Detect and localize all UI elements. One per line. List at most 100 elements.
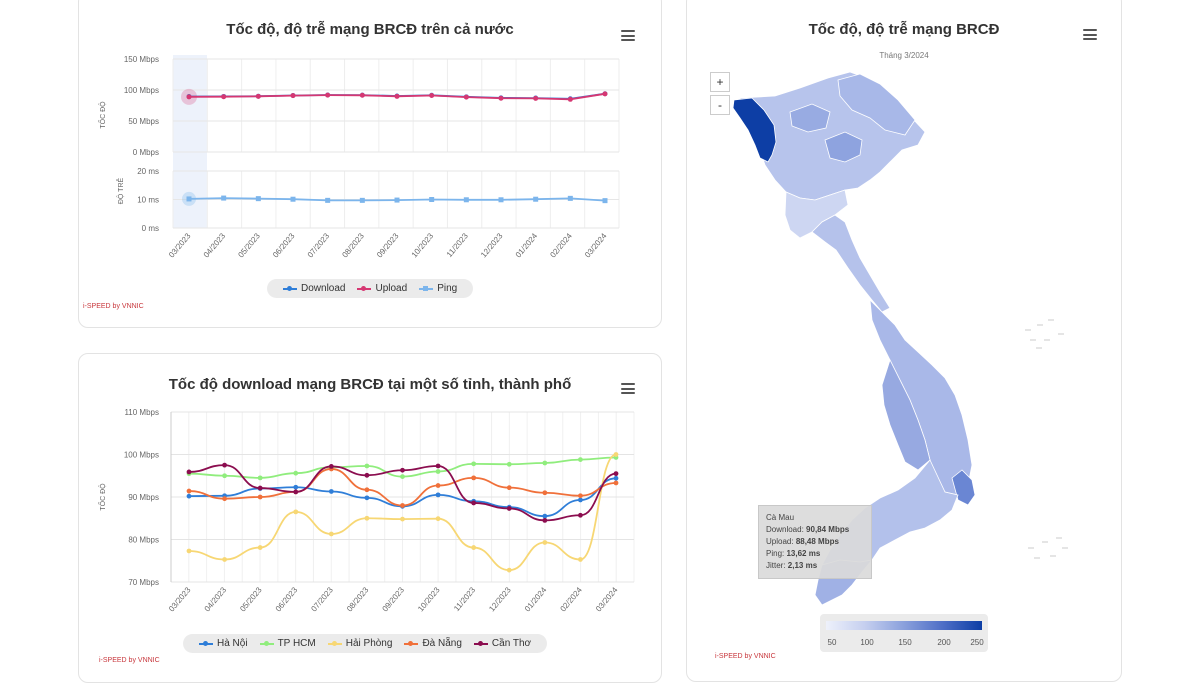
- legend-download[interactable]: Download: [283, 283, 345, 294]
- x-tick-label: 03/2023: [167, 585, 193, 613]
- legend-label: Upload: [375, 283, 408, 294]
- data-point: [463, 197, 469, 203]
- data-point: [578, 512, 583, 518]
- x-tick-label: 08/2023: [340, 231, 366, 259]
- x-tick-label: 03/2023: [167, 231, 193, 259]
- data-point: [567, 96, 573, 102]
- data-point: [186, 493, 192, 499]
- zoom-in-button[interactable]: +: [710, 72, 730, 92]
- data-point: [221, 195, 227, 201]
- data-point: [255, 196, 261, 202]
- series-marker-icon: [199, 640, 213, 648]
- data-point: [400, 503, 405, 508]
- colorbar-tick: 50: [827, 638, 837, 647]
- data-point: [400, 516, 405, 522]
- data-point: [498, 95, 504, 101]
- data-point: [578, 557, 583, 562]
- credit-text: i-SPEED by VNNIC: [715, 653, 776, 660]
- data-point: [359, 92, 365, 98]
- data-point: [435, 492, 441, 498]
- data-point: [429, 197, 435, 202]
- national-chart-card: Tốc độ, độ trễ mạng BRCĐ trên cả nước 15…: [78, 0, 662, 328]
- series-marker-icon: [473, 640, 488, 648]
- y-tick-label: 70 Mbps: [128, 578, 159, 587]
- menu-icon[interactable]: [621, 383, 635, 394]
- x-tick-label: 05/2023: [238, 585, 264, 613]
- y-axis-title: ĐỘ TRỄ: [116, 178, 125, 205]
- legend-ping[interactable]: Ping: [419, 283, 457, 294]
- data-point: [435, 516, 441, 522]
- x-tick-label: 09/2023: [381, 585, 407, 613]
- data-point: [186, 469, 192, 475]
- map-title: Tốc độ, độ trễ mạng BRCĐ: [808, 21, 1000, 38]
- data-point: [394, 197, 400, 203]
- data-point: [542, 540, 548, 545]
- colorbar-tick: 250: [970, 638, 984, 647]
- data-point: [186, 488, 192, 494]
- x-tick-label: 03/2024: [594, 585, 620, 613]
- data-point: [222, 462, 227, 468]
- y-tick-label: 0 ms: [142, 224, 159, 233]
- provinces-chart-title: Tốc độ download mạng BRCĐ tại một số tỉn…: [168, 376, 572, 393]
- tooltip-region-name: Cà Mau: [766, 513, 795, 522]
- data-point: [325, 92, 331, 98]
- data-point: [328, 531, 334, 537]
- x-tick-label: 12/2023: [487, 585, 513, 613]
- national-chart: 150 Mbps 100 Mbps 50 Mbps 0 Mbps 20 ms 10 ms 0…: [97, 55, 620, 259]
- y-tick-label: 50 Mbps: [128, 117, 159, 126]
- legend-upload[interactable]: Upload: [357, 283, 407, 294]
- x-tick-label: 10/2023: [410, 231, 436, 259]
- data-point: [364, 463, 370, 469]
- y-tick-label: 150 Mbps: [124, 55, 159, 64]
- data-point: [328, 489, 334, 494]
- data-point: [578, 493, 583, 499]
- data-point: [359, 197, 365, 203]
- colorbar-tick: 200: [937, 638, 951, 647]
- legend-label: Ping: [437, 283, 458, 294]
- legend-ha-noi[interactable]: Hà Nội: [199, 638, 248, 649]
- x-tick-label: 06/2023: [271, 231, 297, 259]
- legend-label: Đà Nẵng: [422, 638, 462, 649]
- menu-icon[interactable]: [621, 30, 635, 41]
- credit-text: i-SPEED by VNNIC: [83, 303, 144, 310]
- menu-icon[interactable]: [1083, 29, 1097, 40]
- data-point: [602, 91, 608, 97]
- y-tick-label: 10 ms: [137, 196, 159, 205]
- legend-hai-phong[interactable]: Hải Phòng: [327, 638, 393, 649]
- national-chart-legend: Download Upload Ping: [267, 279, 474, 298]
- legend-da-nang[interactable]: Đà Nẵng: [404, 638, 462, 649]
- data-point: [186, 548, 192, 554]
- legend-can-tho[interactable]: Cần Thơ: [473, 638, 532, 649]
- data-point: [293, 470, 299, 476]
- y-axis-title: TỐC ĐỘ: [97, 483, 107, 511]
- legend-label: Hải Phòng: [345, 638, 393, 649]
- data-point: [533, 95, 539, 101]
- colorbar-gradient: [826, 621, 982, 630]
- provinces-chart-legend: Hà Nội TP HCM Hải Phòng Đà Nẵng Cần Thơ: [183, 634, 548, 653]
- data-point: [400, 467, 405, 473]
- data-point: [613, 480, 619, 486]
- legend-tp-hcm[interactable]: TP HCM: [259, 638, 316, 649]
- data-point: [221, 94, 227, 100]
- data-point: [255, 93, 261, 99]
- legend-label: Cần Thơ: [491, 638, 532, 649]
- legend-label: Hà Nội: [217, 638, 248, 649]
- x-tick-label: 08/2023: [345, 585, 371, 613]
- data-point: [542, 513, 548, 519]
- data-point: [613, 471, 619, 477]
- data-point: [394, 93, 400, 99]
- x-tick-label: 03/2024: [583, 231, 609, 259]
- map-subtitle: Tháng 3/2024: [879, 51, 929, 60]
- data-point: [435, 469, 441, 474]
- x-tick-label: 01/2024: [514, 231, 540, 259]
- data-point: [429, 92, 435, 98]
- y-tick-label: 20 ms: [137, 167, 159, 176]
- data-point: [506, 485, 512, 491]
- data-point: [186, 94, 192, 100]
- data-point: [533, 196, 539, 202]
- data-point: [471, 545, 477, 550]
- tooltip-ping: Ping: 13,62 ms: [766, 549, 821, 558]
- y-tick-label: 100 Mbps: [124, 86, 159, 95]
- legend-label: Download: [301, 283, 346, 294]
- zoom-out-button[interactable]: -: [710, 95, 730, 115]
